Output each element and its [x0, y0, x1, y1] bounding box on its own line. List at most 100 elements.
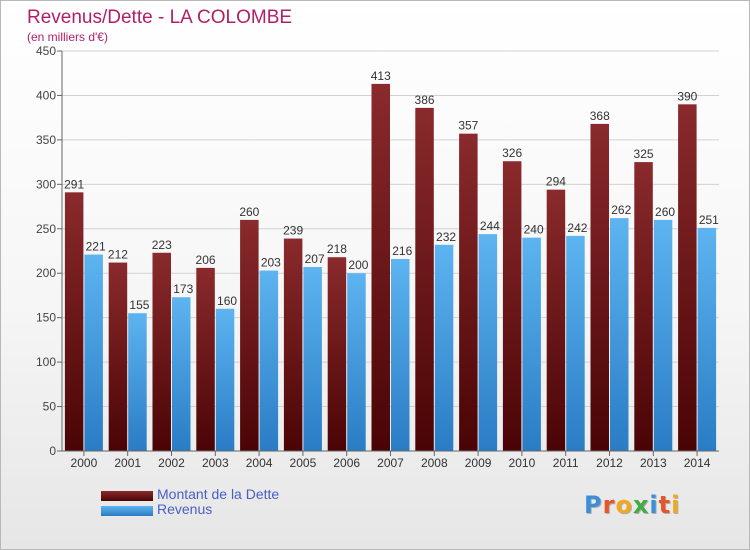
- data-label-revenus-2010: 240: [524, 223, 544, 237]
- x-tick-label-2009: 2009: [465, 456, 492, 470]
- y-tick-label: 450: [36, 44, 56, 58]
- y-tick-label: 200: [36, 266, 56, 280]
- bar-dette-2011: [546, 189, 566, 451]
- data-label-dette-2004: 260: [239, 205, 259, 219]
- bar-dette-2006: [327, 257, 347, 451]
- bar-revenus-2008: [434, 244, 454, 451]
- y-tick-label: 400: [36, 88, 56, 102]
- x-tick-label-2012: 2012: [596, 456, 623, 470]
- bar-dette-2013: [634, 162, 653, 451]
- data-label-revenus-2003: 160: [217, 294, 237, 308]
- bar-dette-2014: [678, 104, 697, 451]
- y-tick-label: 350: [36, 133, 56, 147]
- chart-subtitle: (en milliers d'€): [27, 30, 108, 44]
- x-tick-label-2007: 2007: [377, 456, 404, 470]
- logo-letter: i: [649, 491, 659, 519]
- x-tick-label-2004: 2004: [246, 456, 273, 470]
- bar-dette-2005: [283, 238, 303, 451]
- data-label-dette-2000: 291: [64, 177, 84, 191]
- legend-label-dette: Montant de la Dette: [157, 486, 280, 502]
- chart-title: Revenus/Dette - LA COLOMBE: [27, 7, 293, 28]
- data-label-revenus-2011: 242: [567, 221, 587, 235]
- data-label-dette-2002: 223: [152, 238, 172, 252]
- data-label-dette-2005: 239: [283, 224, 303, 238]
- x-tick-label-2002: 2002: [158, 456, 185, 470]
- x-tick-label-2001: 2001: [114, 456, 141, 470]
- legend-swatch-dette: [101, 491, 153, 501]
- data-label-revenus-2002: 173: [173, 282, 193, 296]
- data-label-revenus-2012: 262: [611, 203, 631, 217]
- x-tick-label-2010: 2010: [509, 456, 536, 470]
- bar-revenus-2013: [653, 219, 673, 451]
- data-label-dette-2012: 368: [590, 109, 610, 123]
- data-label-dette-2006: 218: [327, 242, 347, 256]
- logo-letter: r: [602, 491, 616, 519]
- data-label-dette-2001: 212: [108, 248, 128, 262]
- data-label-revenus-2000: 221: [86, 240, 106, 254]
- bar-dette-2001: [108, 262, 128, 451]
- data-label-revenus-2013: 260: [655, 205, 675, 219]
- data-label-revenus-2004: 203: [261, 256, 281, 270]
- x-tick-label-2008: 2008: [421, 456, 448, 470]
- data-label-dette-2013: 325: [634, 147, 654, 161]
- bar-dette-2003: [196, 267, 215, 451]
- data-label-revenus-2006: 200: [348, 258, 368, 272]
- data-label-revenus-2008: 232: [436, 230, 456, 244]
- bar-revenus-2007: [391, 259, 410, 451]
- x-tick-label-2011: 2011: [553, 456, 579, 470]
- bar-dette-2012: [590, 123, 609, 451]
- bar-dette-2008: [415, 107, 434, 451]
- data-label-dette-2007: 413: [371, 69, 391, 83]
- bar-revenus-2009: [478, 234, 498, 451]
- x-tick-label-2003: 2003: [202, 456, 229, 470]
- bar-revenus-2003: [215, 308, 235, 451]
- data-label-revenus-2001: 155: [129, 298, 149, 312]
- bar-dette-2007: [371, 83, 390, 451]
- data-label-revenus-2014: 251: [699, 213, 719, 227]
- data-label-dette-2009: 357: [458, 119, 478, 133]
- bar-dette-2004: [240, 219, 259, 451]
- data-label-dette-2010: 326: [502, 146, 522, 160]
- data-label-dette-2003: 206: [196, 253, 216, 267]
- bar-revenus-2002: [172, 297, 191, 451]
- bar-revenus-2010: [522, 237, 541, 451]
- x-tick-label-2006: 2006: [333, 456, 360, 470]
- bar-revenus-2001: [128, 313, 147, 451]
- logo-letter: x: [632, 491, 650, 519]
- y-tick-label: 150: [36, 311, 56, 325]
- bar-dette-2010: [502, 161, 522, 451]
- bar-revenus-2004: [259, 270, 279, 451]
- y-tick-label: 50: [43, 400, 57, 414]
- logo-letter: o: [615, 491, 633, 519]
- y-tick-label: 250: [36, 222, 56, 236]
- bar-revenus-2011: [566, 235, 585, 451]
- data-label-dette-2014: 390: [677, 89, 697, 103]
- bar-revenus-2000: [84, 254, 103, 451]
- data-label-dette-2011: 294: [546, 175, 566, 189]
- y-tick-label: 0: [49, 444, 56, 458]
- bar-dette-2009: [459, 133, 478, 451]
- logo-letter: P: [584, 491, 603, 519]
- legend-swatch-revenus: [101, 506, 153, 516]
- data-label-revenus-2007: 216: [392, 244, 412, 258]
- logo-letter: t: [658, 491, 672, 519]
- proxiti-logo: Proxiti: [584, 491, 680, 519]
- bar-revenus-2005: [303, 267, 322, 451]
- data-label-revenus-2009: 244: [480, 219, 500, 233]
- data-label-dette-2008: 386: [415, 93, 435, 107]
- bar-revenus-2006: [347, 273, 366, 451]
- bar-dette-2000: [64, 192, 84, 452]
- data-label-revenus-2005: 207: [305, 252, 325, 266]
- bar-dette-2002: [152, 252, 171, 451]
- x-tick-label-2005: 2005: [290, 456, 317, 470]
- bar-revenus-2014: [697, 227, 717, 451]
- y-tick-label: 100: [36, 355, 56, 369]
- x-tick-label-2000: 2000: [71, 456, 98, 470]
- x-tick-label-2014: 2014: [684, 456, 711, 470]
- y-tick-label: 300: [36, 177, 56, 191]
- bar-revenus-2012: [610, 218, 629, 451]
- x-tick-label-2013: 2013: [640, 456, 667, 470]
- legend-label-revenus: Revenus: [157, 501, 213, 517]
